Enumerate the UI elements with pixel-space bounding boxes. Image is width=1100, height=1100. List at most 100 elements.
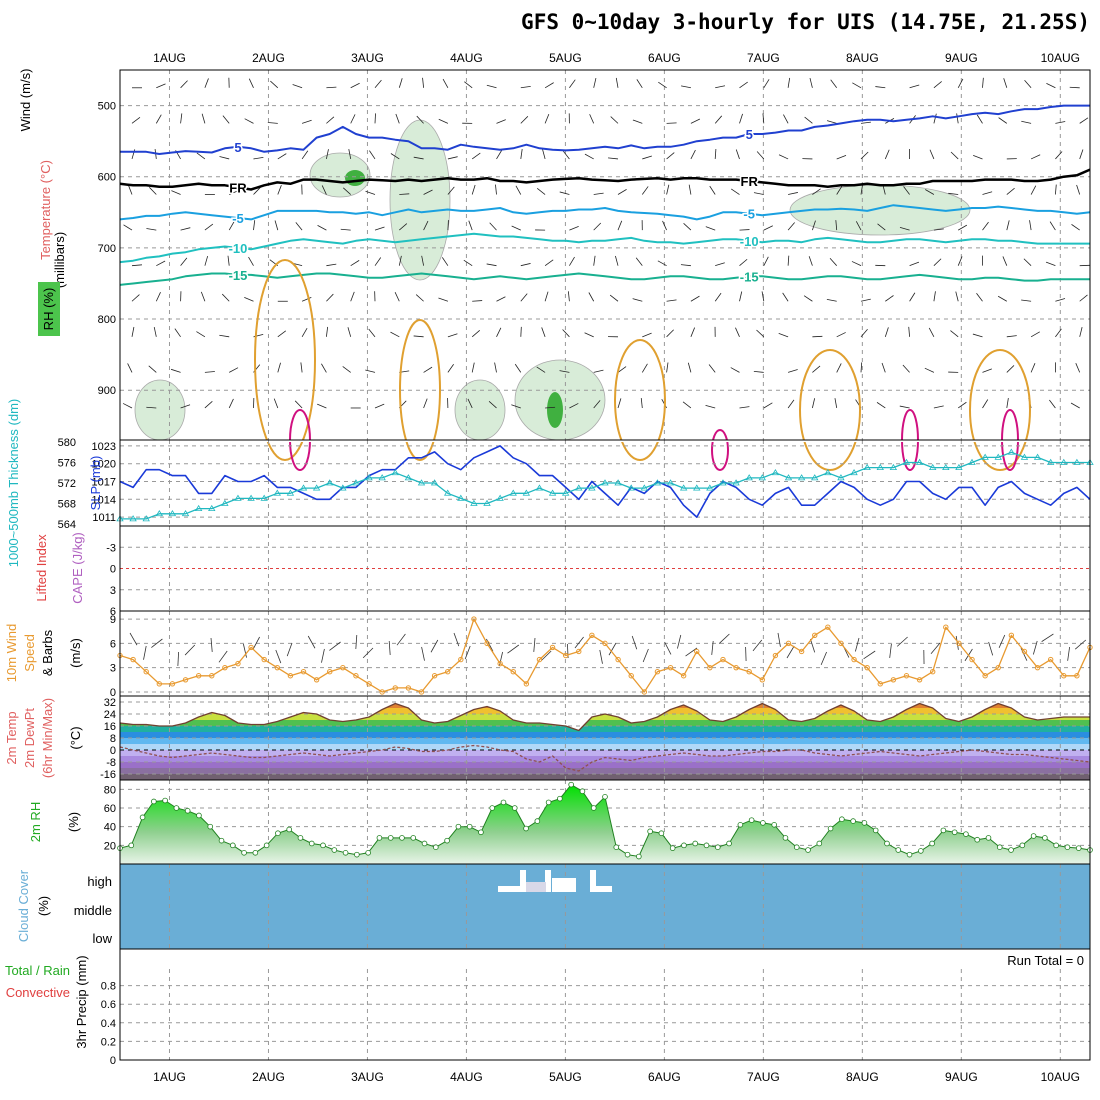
- wind-barb: [200, 291, 206, 302]
- wind10-barb: [396, 633, 406, 646]
- wind-barb: [488, 400, 497, 409]
- rh-marker: [229, 842, 236, 849]
- wind-barb: [270, 80, 279, 89]
- rh-marker: [523, 825, 529, 832]
- wind10-marker: [235, 660, 241, 667]
- thickness-marker: [535, 484, 544, 491]
- wind-barb: [957, 256, 963, 266]
- warm-contour-6: [711, 429, 729, 471]
- wind-barb: [829, 257, 837, 266]
- wind-barb: [609, 294, 619, 302]
- wind-barb: [1055, 121, 1066, 124]
- wind-barb: [982, 368, 992, 373]
- wind-barb: [413, 335, 424, 338]
- rh-shade-core: [547, 392, 563, 428]
- wind10-marker: [746, 669, 752, 675]
- temp-band-3: [120, 756, 1090, 762]
- rh-marker: [308, 840, 315, 847]
- isotherm--5: [119, 204, 1091, 221]
- wind-barb: [1055, 151, 1063, 160]
- wind-barb: [365, 369, 376, 373]
- wind10-marker: [851, 656, 857, 663]
- wind10-barb: [820, 651, 827, 666]
- wind-barb: [830, 79, 838, 89]
- wind-barb: [1006, 187, 1015, 195]
- rh2m-tick-label: 80: [104, 784, 116, 796]
- li-tick-label: -3: [106, 542, 116, 554]
- temp-band-11: [120, 708, 1090, 714]
- date-label-bottom: 8AUG: [846, 1070, 879, 1084]
- thickness-marker: [745, 474, 753, 481]
- wind-barb: [957, 78, 964, 88]
- wind-barb: [615, 255, 619, 266]
- temp-band-10: [120, 714, 1090, 720]
- wind-barb: [714, 292, 722, 302]
- rh-marker: [839, 816, 845, 822]
- thickness-marker: [247, 494, 255, 501]
- upper-ylabel-temperature: Temperature (°C): [38, 160, 53, 260]
- wind10-marker: [458, 656, 464, 663]
- wind-barb: [438, 297, 449, 302]
- rh-marker: [872, 827, 879, 834]
- wind-barb: [778, 333, 789, 338]
- wind-barb: [860, 184, 863, 195]
- rh-marker: [793, 844, 800, 850]
- rh-marker: [692, 840, 699, 847]
- rh-marker: [387, 835, 394, 841]
- wind-barb: [730, 188, 740, 195]
- wind-barb: [156, 83, 166, 89]
- rh-marker: [850, 818, 856, 824]
- wind-barb: [131, 117, 141, 124]
- cape-axis-label: CAPE (J/kg): [70, 532, 85, 604]
- wind-barb: [301, 119, 312, 124]
- temp-tick-label: 8: [110, 733, 116, 745]
- thickness-marker: [483, 499, 491, 506]
- wind-barb: [253, 187, 261, 195]
- thickness-tick-label: 576: [58, 458, 76, 470]
- wind-barb: [658, 81, 667, 89]
- wind10-barb: [752, 639, 763, 652]
- wind-barb: [496, 150, 502, 160]
- wind-barb: [511, 404, 521, 409]
- wind-barb: [884, 149, 890, 160]
- wind10-barb: [243, 643, 247, 658]
- rh-marker: [951, 829, 958, 836]
- rh-label-1: 2m RH: [28, 802, 43, 842]
- wind-barb: [201, 113, 206, 124]
- thickness-marker: [679, 484, 688, 491]
- isotherm-5: [120, 104, 1090, 155]
- wind10-marker: [209, 673, 215, 679]
- wind-barb: [787, 222, 795, 231]
- thickness-tick-label: 564: [58, 519, 76, 531]
- wind10-marker: [1074, 673, 1080, 679]
- wind10-marker: [274, 664, 280, 671]
- wind-barb: [860, 121, 871, 124]
- wind10-marker: [313, 677, 320, 683]
- thickness-marker: [378, 474, 386, 481]
- rh-marker: [1019, 842, 1026, 849]
- rh-marker: [162, 797, 168, 804]
- precip-tick-label: 0.6: [101, 999, 116, 1011]
- wind-barb: [253, 156, 264, 160]
- rh-marker: [511, 805, 518, 811]
- wind10-barb: [718, 633, 730, 644]
- wind-barb: [520, 263, 531, 267]
- thickness-marker: [1033, 453, 1042, 460]
- date-label-top: 8AUG: [846, 51, 879, 65]
- wind10-barb: [631, 635, 638, 650]
- wind-barb: [778, 154, 789, 160]
- slp-tick-label: 1023: [92, 441, 116, 453]
- wind-barb: [1079, 294, 1088, 302]
- wind-barb: [909, 261, 920, 267]
- wind-barb: [326, 293, 334, 302]
- thickness-marker: [312, 484, 321, 491]
- rh-marker: [568, 781, 574, 788]
- wind-barb: [348, 149, 352, 160]
- wind-barb: [321, 185, 327, 195]
- wind-barb: [292, 84, 303, 89]
- rh-marker: [929, 840, 935, 847]
- wind-barb: [447, 220, 449, 231]
- slp-tick-label: 1017: [92, 477, 116, 489]
- wind-barb: [301, 296, 312, 302]
- rh-marker: [805, 847, 811, 853]
